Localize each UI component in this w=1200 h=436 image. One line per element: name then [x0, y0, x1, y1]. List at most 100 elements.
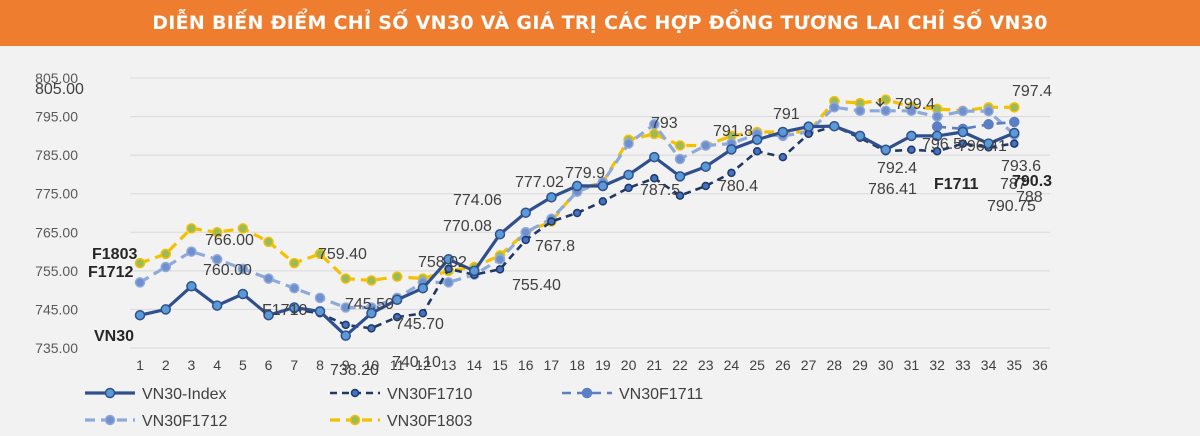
data-point-vn30f1710 [1010, 139, 1019, 148]
data-point-vn30f1803 [674, 140, 686, 151]
data-point-vn30f1803 [186, 223, 197, 234]
x-tick-label: 25 [749, 357, 765, 373]
data-point-vn30-index [829, 120, 840, 132]
x-tick-label: 27 [801, 357, 817, 373]
data-point-vn30-index [751, 134, 763, 145]
data-point-vn30-index [931, 130, 943, 142]
x-tick-label: 20 [621, 357, 637, 373]
y-tick-label: 795.00 [35, 109, 78, 125]
legend-label: VN30F1710 [387, 386, 472, 403]
data-label: 793 [651, 115, 678, 132]
data-label: 755.40 [512, 277, 561, 294]
data-point-vn30f1710 [907, 145, 916, 154]
data-point-vn30f1712 [186, 246, 197, 257]
data-point-vn30f1712 [211, 254, 223, 265]
data-label: 780.4 [718, 178, 758, 195]
data-label: 777.02 [515, 174, 564, 191]
data-point-vn30-index [289, 302, 300, 313]
chart-title: DIỄN BIẾN ĐIỂM CHỈ SỐ VN30 VÀ GIÁ TRỊ CÁ… [152, 12, 1048, 34]
chart-area: 735.00 745.00 755.00 765.00 775.00 785.00 795.… [35, 70, 1052, 430]
legend-swatch-marker [104, 387, 116, 399]
x-tick-label: 14 [466, 357, 482, 373]
data-label: 745.50 [345, 296, 394, 313]
data-point-vn30f1710 [624, 183, 633, 193]
data-point-vn30f1803 [340, 273, 351, 284]
data-point-vn30f1712 [957, 105, 969, 117]
data-point-vn30f1710 [675, 191, 685, 200]
data-point-vn30f1710 [495, 265, 505, 274]
data-label: 796.5 [922, 136, 962, 153]
data-point-vn30f1712 [289, 282, 300, 294]
data-point-vn30-index [366, 308, 377, 319]
data-label: VN30 [94, 328, 134, 345]
data-point-vn30-index [854, 130, 866, 142]
x-tick-label: 6 [265, 357, 273, 373]
data-label: F1803 [92, 246, 137, 263]
data-point-vn30-index [957, 126, 969, 138]
data-point-vn30f1710 [367, 324, 376, 333]
data-point-vn30f1712 [854, 105, 866, 117]
data-point-vn30-index [803, 121, 814, 132]
data-point-vn30f1803 [289, 257, 300, 269]
x-tick-label: 30 [878, 357, 894, 373]
data-point-vn30f1710 [778, 152, 788, 162]
data-label: 793.6 [1001, 158, 1041, 175]
data-point-vn30f1710 [547, 217, 556, 226]
x-tick-label: 10 [364, 357, 380, 373]
x-tick-label: 13 [441, 357, 457, 373]
data-point-vn30-index [263, 309, 274, 321]
data-point-vn30f1710 [521, 235, 530, 245]
data-point-vn30-index [777, 126, 789, 138]
legend-swatch-marker [104, 414, 116, 426]
data-point-vn30f1803 [237, 223, 249, 234]
data-point-vn30-index [674, 171, 686, 182]
data-point-vn30f1711 [1009, 116, 1020, 128]
data-point-vn30-index [186, 281, 197, 292]
x-tick-label: 24 [724, 357, 740, 373]
y-tick-label: 745.00 [35, 301, 78, 317]
data-label: 792.4 [877, 160, 917, 177]
data-point-vn30-index [1009, 127, 1020, 139]
data-label: 791.8 [713, 123, 753, 140]
data-point-vn30f1712 [263, 273, 274, 284]
data-point-vn30-index [469, 265, 480, 277]
data-label: 779.9 [565, 165, 605, 182]
data-point-vn30f1710 [752, 147, 762, 156]
y-tick-label: 775.00 [35, 186, 78, 202]
data-point-vn30f1712 [880, 105, 891, 117]
data-label: 790.75 [987, 198, 1036, 215]
x-tick-label: 1 [136, 357, 144, 373]
legend-label: VN30F1712 [142, 413, 227, 430]
data-point-vn30-index [494, 228, 506, 240]
x-tick-label: 26 [775, 357, 791, 373]
data-point-vn30f1712 [674, 153, 686, 165]
series-line-vn30f1711 [936, 120, 1015, 131]
data-label: 786.41 [868, 181, 917, 198]
x-tick-label: 35 [1006, 357, 1022, 373]
data-point-vn30f1712 [700, 140, 711, 151]
data-point-vn30-index [314, 306, 326, 317]
data-label: 791 [773, 106, 800, 123]
data-label: 788 [1016, 189, 1043, 206]
data-point-vn30f1712 [931, 111, 943, 122]
data-point-vn30f1803 [263, 236, 274, 248]
data-point-vn30-index [211, 300, 223, 311]
data-label: F1710 [262, 302, 307, 319]
legend-label: VN30F1711 [619, 386, 703, 403]
data-label: 767.8 [535, 238, 575, 255]
data-point-vn30f1712 [134, 277, 146, 288]
data-point-vn30-index [160, 304, 171, 315]
x-tick-label: 12 [415, 357, 431, 373]
x-tick-label: 22 [672, 357, 688, 373]
x-tick-label: 16 [518, 357, 534, 373]
series-line-vn30f1712 [139, 105, 1016, 310]
data-label: 740.10 [392, 354, 441, 371]
x-tick-label: 18 [569, 357, 585, 373]
data-point-vn30f1803 [160, 248, 171, 260]
data-point-vn30f1712 [494, 254, 506, 265]
data-label: 760.00 [203, 262, 252, 279]
y-tick-label: 785.00 [35, 147, 78, 163]
data-point-vn30f1710 [598, 197, 608, 206]
data-point-vn30f1803 [391, 271, 403, 282]
data-point-vn30f1712 [649, 119, 660, 130]
